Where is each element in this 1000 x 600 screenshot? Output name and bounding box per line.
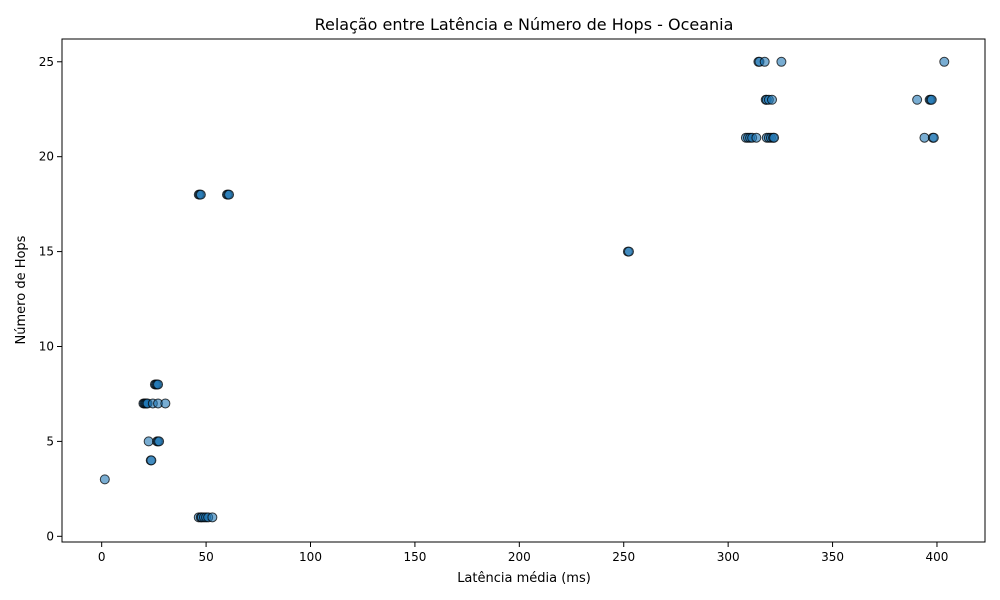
data-point bbox=[776, 56, 787, 67]
x-axis-ticks: 0 50 100 150 200 250 300 350 400 bbox=[98, 542, 949, 564]
data-point bbox=[623, 246, 634, 257]
y-tick-label: 20 bbox=[39, 150, 54, 164]
data-point bbox=[767, 94, 777, 105]
data-point bbox=[160, 398, 171, 409]
data-point bbox=[143, 436, 154, 447]
data-point bbox=[99, 474, 110, 485]
data-point bbox=[224, 189, 235, 200]
data-point bbox=[146, 455, 157, 466]
data-point bbox=[207, 512, 218, 523]
y-tick-label: 15 bbox=[39, 245, 54, 259]
x-tick-label: 350 bbox=[821, 550, 844, 564]
y-axis-label: Número de Hops bbox=[14, 235, 29, 344]
data-points-group bbox=[99, 56, 950, 523]
x-tick-label: 250 bbox=[612, 550, 635, 564]
x-tick-label: 400 bbox=[926, 550, 949, 564]
data-point bbox=[751, 132, 762, 143]
x-tick-label: 50 bbox=[198, 550, 213, 564]
data-point bbox=[769, 132, 780, 143]
y-tick-label: 10 bbox=[39, 339, 54, 353]
x-tick-label: 200 bbox=[508, 550, 531, 564]
data-point bbox=[928, 132, 939, 143]
x-tick-label: 0 bbox=[98, 550, 106, 564]
y-tick-label: 5 bbox=[46, 434, 54, 448]
x-tick-label: 100 bbox=[299, 550, 322, 564]
data-point bbox=[912, 94, 923, 105]
data-point bbox=[759, 56, 770, 67]
data-point bbox=[153, 379, 164, 390]
x-tick-label: 150 bbox=[403, 550, 426, 564]
y-axis-ticks: 0 5 10 15 20 25 bbox=[39, 55, 62, 543]
data-point bbox=[154, 436, 165, 447]
data-point bbox=[939, 56, 950, 67]
plot-frame bbox=[61, 38, 986, 543]
data-point bbox=[919, 132, 930, 143]
data-point bbox=[926, 94, 937, 105]
y-tick-label: 0 bbox=[46, 529, 54, 543]
chart-title: Relação entre Latência e Número de Hops … bbox=[315, 15, 734, 34]
x-axis-label: Latência média (ms) bbox=[457, 571, 591, 586]
x-tick-label: 300 bbox=[717, 550, 740, 564]
y-tick-label: 25 bbox=[39, 55, 54, 69]
data-point bbox=[195, 189, 206, 200]
